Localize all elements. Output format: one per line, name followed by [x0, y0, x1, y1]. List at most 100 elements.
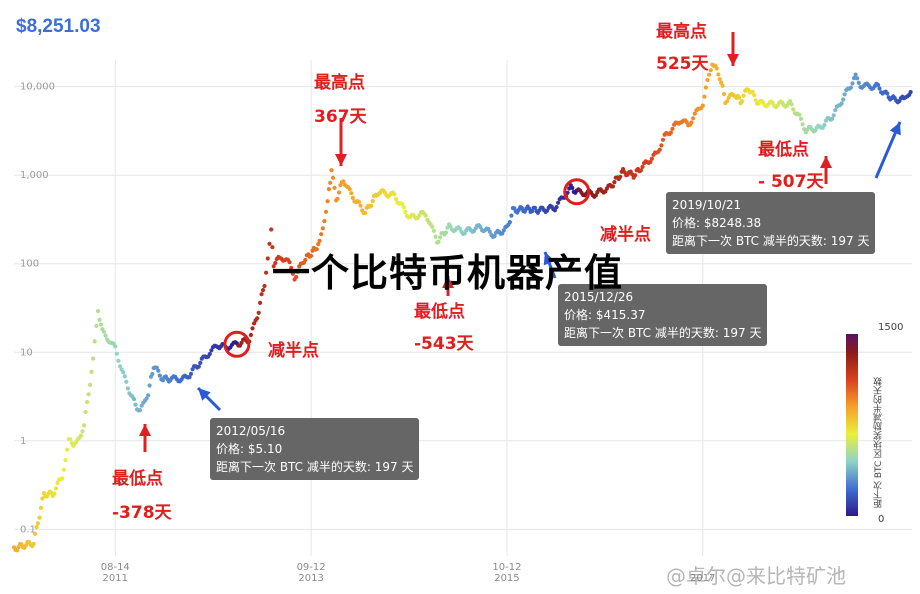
price-point — [401, 205, 406, 210]
price-point — [721, 92, 727, 97]
colorbar-min-label: 0 — [878, 514, 885, 525]
x-tick-label: 08-14 — [101, 562, 130, 573]
price-point — [332, 185, 337, 190]
price-point — [52, 491, 57, 496]
colorbar — [846, 334, 858, 516]
price-point — [150, 371, 155, 377]
price-point — [287, 260, 292, 265]
price-point — [258, 300, 263, 305]
x-tick-year: 2011 — [103, 573, 128, 584]
price-point — [443, 230, 449, 235]
price-point — [89, 369, 94, 374]
price-point — [507, 220, 512, 225]
price-point — [259, 292, 264, 297]
price-series — [11, 62, 913, 553]
price-point — [593, 193, 599, 198]
price-point — [750, 89, 755, 94]
price-point — [670, 126, 675, 131]
price-point — [40, 496, 45, 501]
price-point — [117, 364, 123, 369]
tooltip-2019: 2019/10/21 价格: $8248.38 距离下一次 BTC 减半的天数: 1… — [666, 192, 876, 254]
price-point — [448, 224, 453, 229]
price-point — [250, 326, 255, 331]
price-point — [689, 120, 694, 125]
arrow-low-2015-head — [442, 276, 454, 288]
price-point — [97, 317, 102, 322]
price-point — [326, 187, 331, 192]
price-point — [294, 274, 299, 280]
y-tick-label: 1,000 — [20, 170, 49, 181]
price-point — [146, 393, 151, 398]
price-point — [885, 91, 890, 96]
price-point — [101, 329, 107, 334]
price-point — [31, 541, 36, 547]
price-point — [509, 213, 514, 218]
arrow-tooltip-2019-head — [889, 122, 901, 136]
price-point — [295, 269, 300, 274]
price-point — [830, 116, 835, 121]
annotation-low-2011: 最低点 -378天 — [112, 469, 172, 523]
y-tick-label: 0.1 — [20, 524, 36, 535]
annotation-halving-2016: 减半点 — [600, 225, 651, 245]
annotation-halving-2012: 减半点 — [268, 341, 319, 361]
price-point — [800, 122, 805, 127]
gridlines — [14, 60, 912, 556]
price-point — [797, 112, 802, 117]
x-tick-year: 2013 — [298, 573, 323, 584]
price-point — [319, 232, 324, 237]
price-point — [724, 99, 730, 104]
price-point — [347, 187, 352, 192]
price-point — [855, 76, 860, 81]
price-point — [92, 339, 97, 344]
price-point — [400, 201, 405, 207]
price-point — [554, 205, 559, 210]
price-point — [196, 364, 201, 369]
price-point — [831, 113, 836, 118]
current-price: $8,251.03 — [16, 16, 101, 37]
price-point — [349, 191, 354, 196]
price-point — [131, 397, 137, 402]
price-point — [290, 271, 295, 276]
price-point — [116, 358, 121, 363]
price-point — [691, 116, 696, 121]
price-point — [358, 203, 363, 208]
price-point — [329, 168, 334, 173]
price-point — [741, 93, 746, 98]
price-point — [392, 192, 397, 197]
price-point — [264, 270, 269, 275]
price-point — [851, 76, 857, 81]
price-point — [649, 156, 655, 161]
price-point — [271, 264, 276, 269]
price-point — [660, 137, 666, 142]
price-point — [83, 409, 88, 415]
price-point — [239, 340, 244, 345]
price-point — [78, 433, 83, 438]
price-point — [133, 402, 138, 407]
price-point — [621, 167, 626, 172]
price-point — [91, 356, 96, 361]
price-point — [478, 224, 483, 230]
price-point — [370, 198, 375, 204]
price-point — [61, 467, 66, 472]
price-point — [322, 219, 327, 224]
arrow-peak-2013-head — [335, 154, 347, 166]
price-point — [740, 99, 745, 104]
price-point — [88, 382, 93, 387]
price-point — [265, 256, 270, 261]
price-point — [325, 199, 330, 204]
price-point — [527, 206, 532, 211]
price-point — [612, 180, 617, 185]
price-point — [393, 197, 398, 202]
arrow-tooltip-2015-head — [543, 252, 555, 266]
y-tick-labels: 0.1 1 10 100 1,000 10,000 — [20, 82, 55, 536]
price-point — [113, 344, 118, 349]
price-point — [137, 408, 143, 413]
x-tick-label: 09-12 — [297, 562, 326, 573]
arrow-peak-2017-head — [727, 54, 739, 66]
x-tick-year: 2017 — [690, 573, 715, 584]
price-point — [270, 245, 275, 250]
price-point — [316, 242, 321, 247]
watermark: @卓尔@来比特矿池 — [666, 564, 846, 588]
price-point — [708, 68, 713, 73]
tooltip-2012: 2012/05/16 价格: $5.10 距离下一次 BTC 减半的天数: 197 … — [210, 418, 420, 480]
